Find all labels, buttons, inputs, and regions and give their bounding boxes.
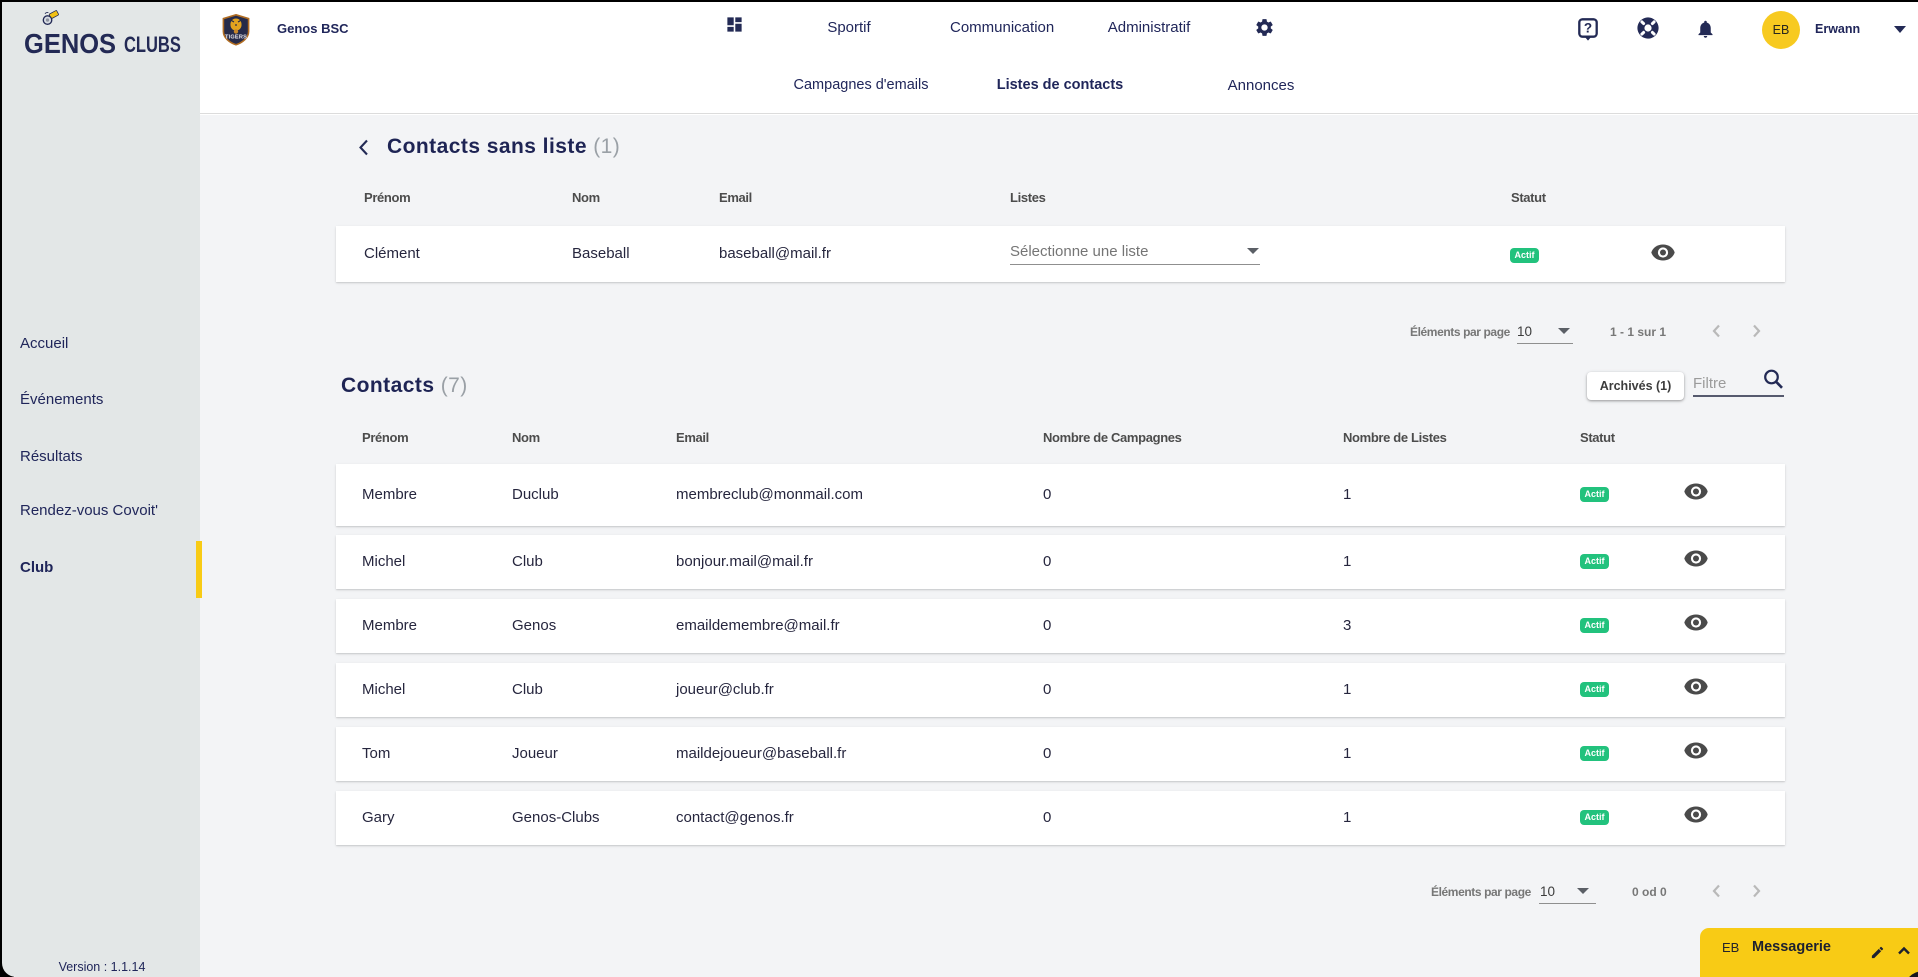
svg-text:TIGERS: TIGERS	[225, 35, 247, 41]
svg-text:?: ?	[1584, 21, 1592, 36]
